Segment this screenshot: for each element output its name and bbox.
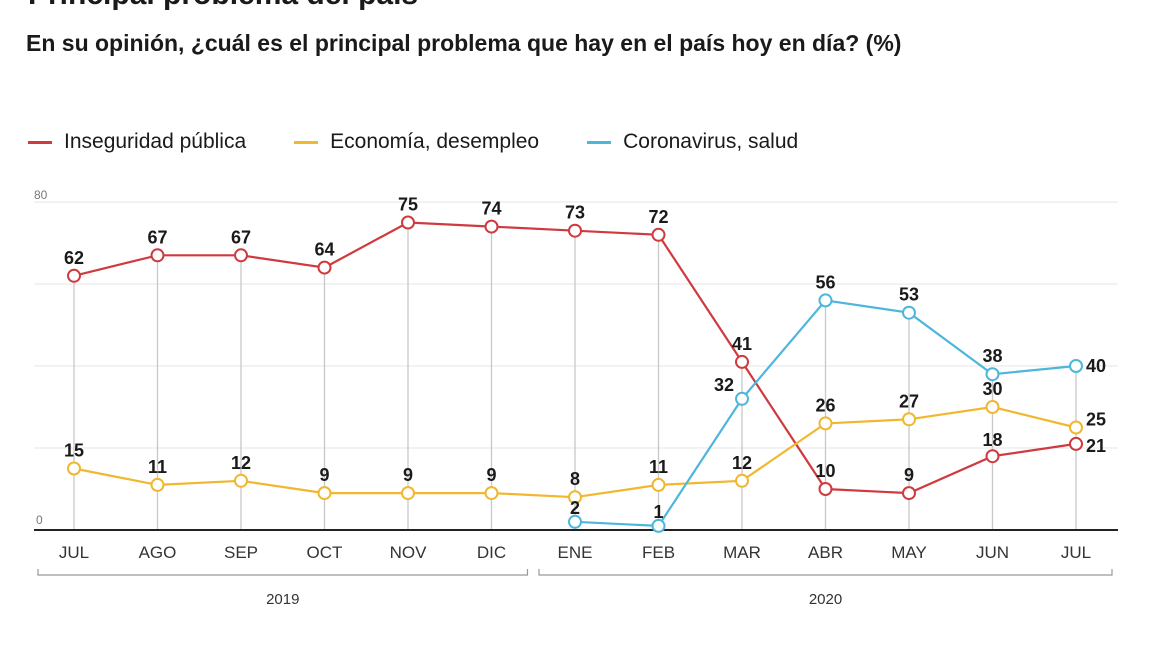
data-label: 9 xyxy=(904,465,914,485)
data-label: 26 xyxy=(815,395,835,415)
data-point xyxy=(150,477,165,492)
data-label: 11 xyxy=(148,457,167,477)
data-point xyxy=(735,391,749,406)
xtick-label: DIC xyxy=(477,543,506,562)
xtick-label: JUL xyxy=(59,543,89,562)
data-label: 18 xyxy=(982,430,1002,450)
xtick-label: JUN xyxy=(976,543,1009,562)
data-label: 10 xyxy=(815,461,835,481)
chart-subtitle: En su opinión, ¿cuál es el principal pro… xyxy=(26,30,902,56)
data-label: 9 xyxy=(403,465,413,485)
data-label: 8 xyxy=(570,469,580,489)
legend-label: Inseguridad pública xyxy=(64,130,247,153)
data-point xyxy=(67,268,81,283)
data-label: 40 xyxy=(1086,356,1106,376)
xtick-label: OCT xyxy=(307,543,343,562)
data-label: 12 xyxy=(732,453,752,473)
legend-item-coronavirus: Coronavirus, salud xyxy=(587,130,798,154)
legend-item-inseguridad: Inseguridad pública xyxy=(28,130,246,154)
data-point xyxy=(818,293,833,308)
data-label: 64 xyxy=(314,240,334,260)
data-point xyxy=(985,400,1000,414)
data-label: 30 xyxy=(982,379,1002,399)
data-label: 9 xyxy=(486,465,496,485)
data-point xyxy=(234,248,248,263)
data-point xyxy=(568,514,582,529)
data-point xyxy=(401,215,415,230)
year-bracket xyxy=(538,569,1113,576)
legend-swatch xyxy=(28,140,52,144)
data-point xyxy=(484,219,499,234)
data-label: 73 xyxy=(565,203,585,223)
legend-swatch xyxy=(587,140,612,144)
data-point xyxy=(985,367,1000,382)
legend-swatch xyxy=(294,140,319,144)
data-label: 56 xyxy=(815,272,835,292)
data-label: 32 xyxy=(714,375,734,395)
data-point xyxy=(735,473,749,488)
data-label: 27 xyxy=(899,391,919,411)
xtick-label: MAR xyxy=(723,543,761,562)
legend-label: Economía, desempleo xyxy=(330,130,540,153)
legend-label: Coronavirus, salud xyxy=(623,130,799,153)
legend: Inseguridad pública Economía, desempleo … xyxy=(28,130,846,154)
data-label: 72 xyxy=(648,207,668,227)
year-bracket xyxy=(37,569,529,576)
data-point xyxy=(902,305,916,320)
ytick-label: 0 xyxy=(36,513,43,527)
data-label: 75 xyxy=(398,195,418,215)
data-point xyxy=(150,248,165,263)
data-label: 74 xyxy=(481,199,501,219)
xtick-label: MAY xyxy=(891,543,927,562)
data-point xyxy=(67,461,81,476)
data-point xyxy=(568,490,582,505)
xtick-label: NOV xyxy=(390,543,428,562)
data-point xyxy=(651,477,666,492)
data-label: 21 xyxy=(1086,436,1106,456)
data-label: 12 xyxy=(231,453,251,473)
ytick-label: 80 xyxy=(34,188,48,202)
data-label: 1 xyxy=(653,502,663,522)
data-point xyxy=(1069,436,1083,451)
data-label: 38 xyxy=(982,346,1002,366)
xtick-label: ABR xyxy=(808,543,843,562)
xtick-label: FEB xyxy=(642,543,675,562)
data-label: 41 xyxy=(732,334,752,354)
data-label: 67 xyxy=(147,227,167,247)
data-label: 11 xyxy=(649,457,668,477)
data-point xyxy=(818,416,833,431)
data-label: 62 xyxy=(64,248,84,268)
data-label: 2 xyxy=(570,498,580,518)
data-point xyxy=(401,486,415,501)
data-label: 53 xyxy=(899,285,919,305)
xtick-label: SEP xyxy=(224,543,258,562)
data-label: 15 xyxy=(64,441,84,461)
data-point xyxy=(902,412,916,427)
data-point xyxy=(818,482,833,496)
data-point xyxy=(234,473,248,488)
data-label: 25 xyxy=(1086,410,1106,430)
data-point xyxy=(735,354,749,369)
data-point xyxy=(568,223,582,238)
data-label: 9 xyxy=(319,465,329,485)
xtick-label: JUL xyxy=(1061,543,1091,562)
xtick-label: AGO xyxy=(139,543,177,562)
data-point xyxy=(985,449,1000,464)
data-point xyxy=(651,227,666,242)
chart-title: Principal problema del país xyxy=(28,0,418,12)
legend-item-economia: Economía, desempleo xyxy=(294,130,539,154)
data-point xyxy=(317,260,332,275)
data-point xyxy=(902,486,916,501)
data-label: 67 xyxy=(231,227,251,247)
data-point xyxy=(484,486,499,501)
year-label: 2020 xyxy=(809,591,842,608)
year-label: 2019 xyxy=(266,591,299,608)
data-point xyxy=(317,486,332,501)
xtick-label: ENE xyxy=(558,543,593,562)
data-point xyxy=(1069,359,1083,373)
data-point xyxy=(1069,420,1083,435)
data-point xyxy=(651,518,666,533)
